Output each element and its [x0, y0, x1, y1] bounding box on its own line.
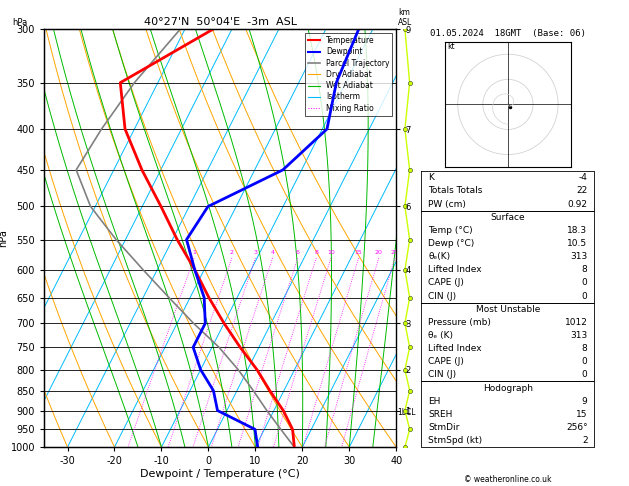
Text: K: K — [428, 174, 434, 182]
Text: θₑ(K): θₑ(K) — [428, 252, 450, 261]
Text: 15: 15 — [576, 410, 587, 419]
Text: 0: 0 — [582, 370, 587, 380]
Text: 0: 0 — [582, 278, 587, 287]
Text: Temp (°C): Temp (°C) — [428, 226, 473, 235]
Text: CAPE (J): CAPE (J) — [428, 357, 464, 366]
Text: Dewp (°C): Dewp (°C) — [428, 239, 475, 248]
Text: StmDir: StmDir — [428, 423, 460, 432]
Text: 10: 10 — [327, 249, 335, 255]
Text: 1LCL: 1LCL — [398, 408, 416, 417]
Text: 6: 6 — [296, 249, 299, 255]
Title: 40°27'N  50°04'E  -3m  ASL: 40°27'N 50°04'E -3m ASL — [143, 17, 297, 27]
Text: StmSpd (kt): StmSpd (kt) — [428, 436, 482, 445]
Text: 9: 9 — [582, 397, 587, 406]
Text: kt: kt — [448, 42, 455, 51]
Text: Totals Totals: Totals Totals — [428, 187, 482, 195]
Text: 0.92: 0.92 — [567, 200, 587, 208]
Text: Surface: Surface — [491, 213, 525, 222]
Text: 8: 8 — [582, 265, 587, 274]
Text: Hodograph: Hodograph — [483, 383, 533, 393]
Text: 01.05.2024  18GMT  (Base: 06): 01.05.2024 18GMT (Base: 06) — [430, 29, 586, 38]
Text: Lifted Index: Lifted Index — [428, 344, 482, 353]
Text: CIN (J): CIN (J) — [428, 292, 457, 300]
Text: EH: EH — [428, 397, 441, 406]
Text: © weatheronline.co.uk: © weatheronline.co.uk — [464, 474, 552, 484]
Text: km
ASL: km ASL — [398, 8, 412, 27]
Text: 8: 8 — [582, 344, 587, 353]
Text: -4: -4 — [579, 174, 587, 182]
Text: Pressure (mb): Pressure (mb) — [428, 318, 491, 327]
Text: 256°: 256° — [566, 423, 587, 432]
Text: 0: 0 — [582, 357, 587, 366]
Text: 22: 22 — [576, 187, 587, 195]
Y-axis label: hPa: hPa — [0, 229, 8, 247]
Text: 25: 25 — [391, 249, 399, 255]
Text: 8: 8 — [314, 249, 318, 255]
X-axis label: Dewpoint / Temperature (°C): Dewpoint / Temperature (°C) — [140, 469, 300, 479]
Text: 2: 2 — [582, 436, 587, 445]
Text: 2: 2 — [230, 249, 234, 255]
Text: 313: 313 — [571, 331, 587, 340]
Text: SREH: SREH — [428, 410, 453, 419]
Text: 0: 0 — [582, 292, 587, 300]
Text: hPa: hPa — [13, 18, 28, 27]
Text: 3: 3 — [253, 249, 257, 255]
Legend: Temperature, Dewpoint, Parcel Trajectory, Dry Adiabat, Wet Adiabat, Isotherm, Mi: Temperature, Dewpoint, Parcel Trajectory… — [305, 33, 392, 116]
Text: 313: 313 — [571, 252, 587, 261]
Text: θₑ (K): θₑ (K) — [428, 331, 454, 340]
Text: 4: 4 — [270, 249, 274, 255]
Text: 20: 20 — [375, 249, 382, 255]
Text: 1012: 1012 — [565, 318, 587, 327]
Text: Most Unstable: Most Unstable — [476, 305, 540, 313]
Text: 1: 1 — [192, 249, 196, 255]
Text: Lifted Index: Lifted Index — [428, 265, 482, 274]
Text: CAPE (J): CAPE (J) — [428, 278, 464, 287]
Text: PW (cm): PW (cm) — [428, 200, 466, 208]
Text: 18.3: 18.3 — [567, 226, 587, 235]
Text: CIN (J): CIN (J) — [428, 370, 457, 380]
Text: 15: 15 — [355, 249, 362, 255]
Text: 10.5: 10.5 — [567, 239, 587, 248]
